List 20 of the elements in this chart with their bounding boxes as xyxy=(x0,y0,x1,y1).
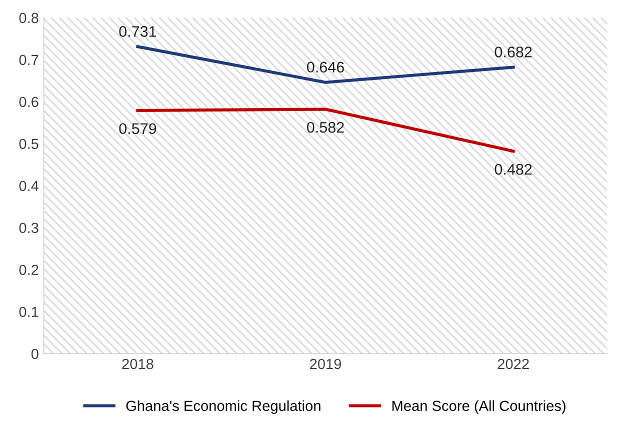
x-tick-label: 2018 xyxy=(122,358,154,370)
y-tick-label: 0.3 xyxy=(19,222,38,234)
data-label: 0.731 xyxy=(119,26,156,37)
data-label: 0.482 xyxy=(494,164,532,175)
y-tick-label: 0.4 xyxy=(19,180,39,192)
y-tick-label: 0 xyxy=(31,348,38,360)
data-label: 0.579 xyxy=(119,123,156,134)
x-tick-label: 2019 xyxy=(310,358,342,370)
x-tick-label: 2022 xyxy=(498,358,529,370)
y-tick-label: 0.1 xyxy=(19,306,38,318)
legend-label: Ghana's Economic Regulation xyxy=(126,400,320,414)
y-tick-label: 0.2 xyxy=(19,264,38,276)
y-tick-label: 0.7 xyxy=(19,54,38,66)
data-label: 0.582 xyxy=(307,122,344,133)
data-label: 0.682 xyxy=(494,46,532,58)
y-tick-label: 0.8 xyxy=(19,12,38,24)
y-tick-label: 0.6 xyxy=(19,96,38,108)
data-label: 0.646 xyxy=(307,62,344,73)
y-tick-label: 0.5 xyxy=(19,138,38,150)
legend-label: Mean Score (All Countries) xyxy=(392,400,566,414)
